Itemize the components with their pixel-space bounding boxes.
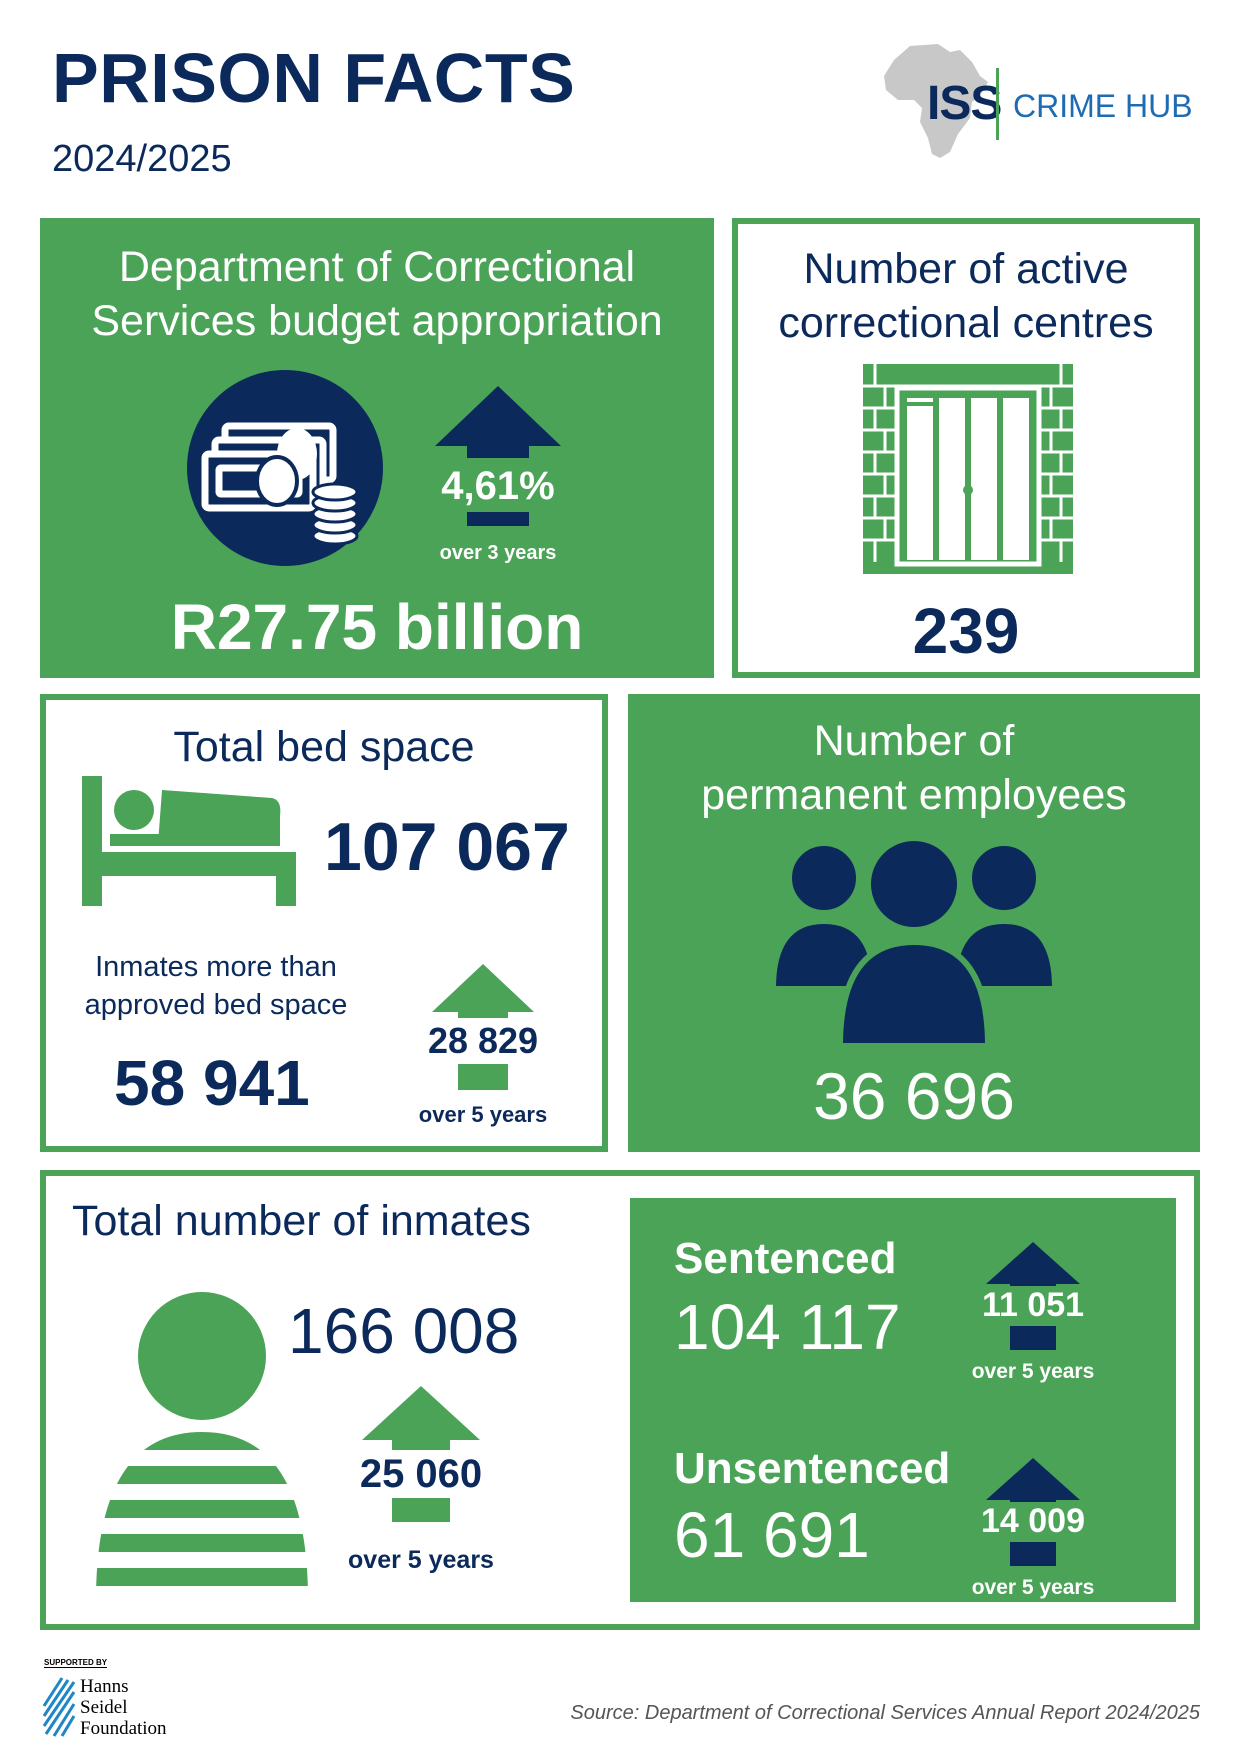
employees-title-line1: Number of <box>813 717 1015 765</box>
centres-title-line2: correctional centres <box>778 299 1154 347</box>
inmates-change: 25 060 <box>359 1452 483 1496</box>
inmates-value: 166 008 <box>288 1295 520 1367</box>
people-group-icon <box>774 838 1054 1050</box>
foundation-line3: Foundation <box>80 1718 167 1739</box>
logo-crime-hub: CRIME HUB <box>1013 88 1193 124</box>
budget-title-line2: Services budget appropriation <box>91 297 663 345</box>
beds-over-label: Inmates more than approved bed space <box>66 948 366 1024</box>
budget-change-period: over 3 years <box>439 542 557 564</box>
hanns-seidel-logo-icon <box>42 1676 76 1738</box>
inmate-icon <box>96 1290 308 1600</box>
page-title: PRISON FACTS <box>52 39 576 117</box>
centres-title-line1: Number of active <box>803 245 1129 293</box>
inmates-panel: Total number of inmates 166 008 25 060 o… <box>40 1170 1200 1630</box>
beds-change-period: over 5 years <box>418 1102 548 1127</box>
employees-panel: Number of permanent employees 36 696 <box>628 694 1200 1152</box>
supported-by-label: SUPPORTED BY <box>44 1658 108 1668</box>
prison-door-icon <box>863 364 1073 574</box>
centres-title: Number of active correctional centres <box>738 242 1194 350</box>
arrow-label-bg <box>406 1018 560 1064</box>
budget-panel: Department of Correctional Services budg… <box>40 218 714 678</box>
beds-title: Total bed space <box>173 723 475 771</box>
budget-title-line1: Department of Correctional <box>118 243 636 291</box>
beds-panel: Total bed space 107 067 Inmates more tha… <box>40 694 608 1152</box>
budget-value: R27.75 billion <box>170 591 584 663</box>
centres-panel: Number of active correctional centres <box>732 218 1200 678</box>
sentenced-value: 104 117 <box>674 1291 901 1363</box>
beds-value: 107 067 <box>324 809 570 885</box>
bed-icon <box>82 776 296 906</box>
budget-change: 4,61% <box>441 464 555 508</box>
foundation-line2: Seidel <box>80 1697 128 1718</box>
arrow-label-bg <box>336 1450 506 1498</box>
employees-title-line2: permanent employees <box>701 771 1127 819</box>
beds-over-value: 58 941 <box>114 1047 310 1119</box>
foundation-line1: Hanns <box>80 1676 129 1697</box>
unsentenced-value: 61 691 <box>674 1499 870 1571</box>
arrow-label-bg <box>972 1502 1096 1542</box>
beds-over-label-line2: approved bed space <box>84 989 348 1021</box>
sentence-breakdown-panel: Sentenced 104 117 11 051 over 5 years Un… <box>630 1198 1176 1602</box>
sentenced-label: Sentenced <box>674 1234 897 1283</box>
beds-over-label-line1: Inmates more than <box>95 951 337 983</box>
logo-divider <box>996 68 999 140</box>
arrow-up-icon <box>435 386 561 536</box>
unsentenced-change: 14 009 <box>981 1502 1085 1540</box>
inmates-title: Total number of inmates <box>72 1197 531 1245</box>
arrow-label-bg <box>972 1286 1096 1326</box>
sentenced-change: 11 051 <box>981 1286 1085 1324</box>
centres-value: 239 <box>912 595 1020 667</box>
unsentenced-label: Unsentenced <box>674 1444 951 1493</box>
logo-iss: ISS <box>927 77 1002 130</box>
source-note: Source: Department of Correctional Servi… <box>570 1702 1200 1724</box>
inmates-change-period: over 5 years <box>348 1546 494 1574</box>
africa-map-icon <box>880 42 990 162</box>
arrow-label-bg <box>408 458 588 512</box>
beds-change: 28 829 <box>427 1020 539 1061</box>
foundation-name: Hanns Seidel Foundation <box>80 1676 167 1739</box>
unsentenced-change-period: over 5 years <box>971 1576 1095 1599</box>
budget-title: Department of Correctional Services budg… <box>40 240 714 348</box>
money-icon <box>185 368 385 568</box>
page-subtitle: 2024/2025 <box>52 138 232 180</box>
sentenced-change-period: over 5 years <box>971 1360 1095 1383</box>
employees-title: Number of permanent employees <box>628 714 1200 822</box>
employees-value: 36 696 <box>813 1059 1015 1133</box>
